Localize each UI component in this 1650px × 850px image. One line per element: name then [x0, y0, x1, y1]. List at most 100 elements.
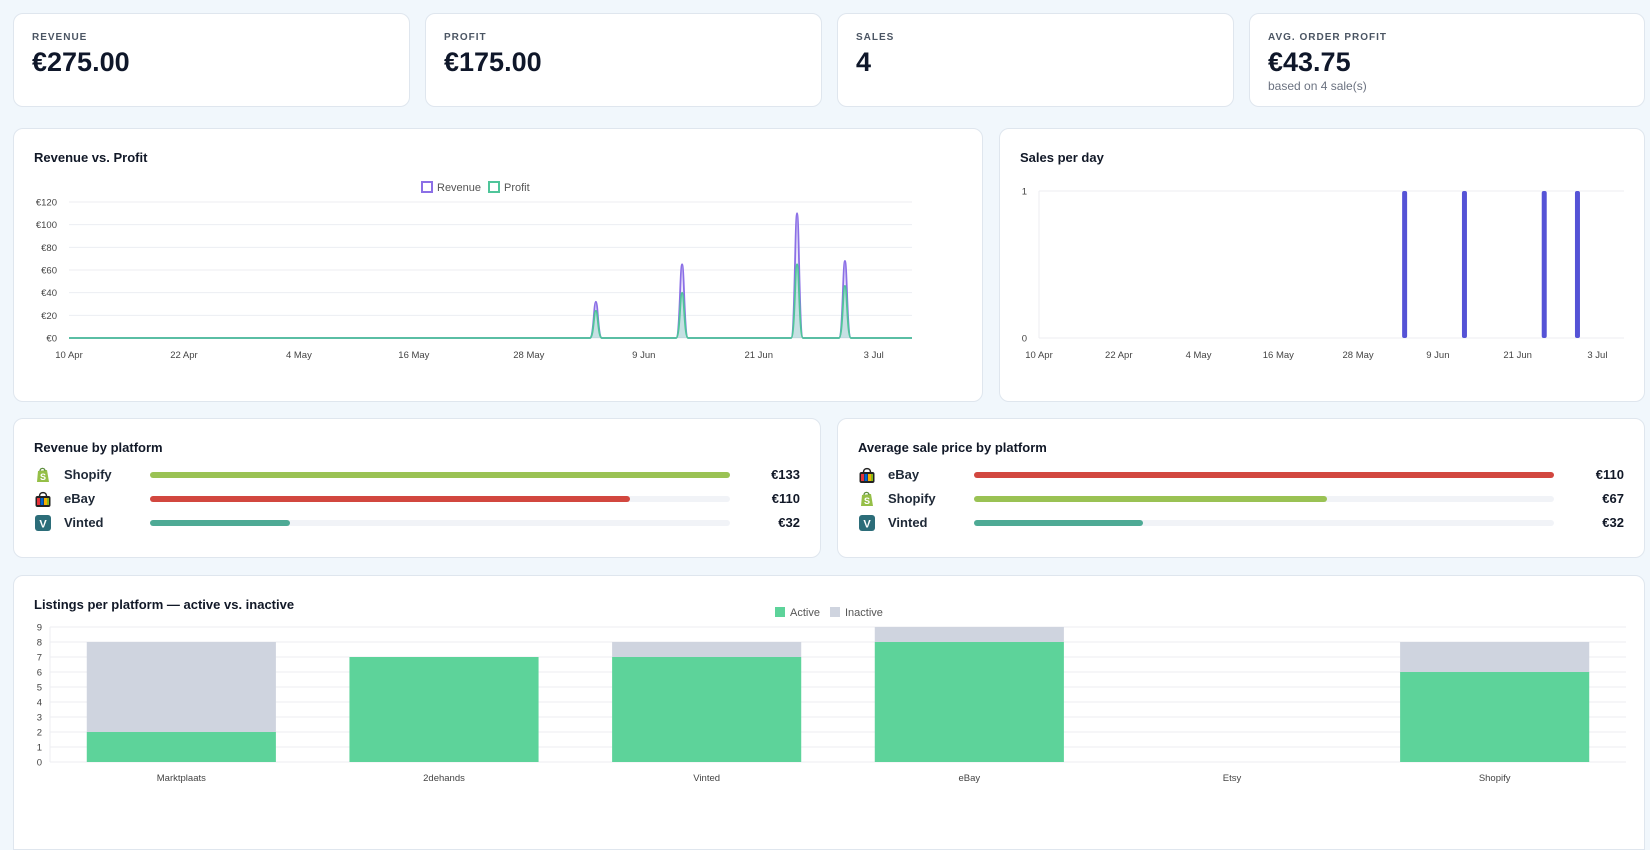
x-tick-label: 16 May [1263, 350, 1294, 361]
card-title: Revenue by platform [34, 440, 163, 455]
y-tick-label: 5 [37, 683, 42, 694]
platform-bar-fill [150, 520, 290, 526]
sales-bar[interactable] [1402, 191, 1408, 338]
y-tick-label: 1 [37, 743, 42, 754]
vinted-icon: V [858, 514, 876, 532]
x-tick-label: 28 May [513, 350, 544, 361]
bar-inactive[interactable] [612, 642, 802, 657]
platform-name: Vinted [64, 515, 104, 530]
x-tick-label: eBay [959, 773, 981, 784]
y-tick-label: 4 [37, 698, 42, 709]
x-tick-label: 21 Jun [744, 350, 773, 361]
bar-inactive[interactable] [86, 642, 276, 732]
y-tick-label: 1 [1022, 187, 1027, 198]
y-tick-label: 0 [37, 758, 42, 769]
y-tick-label: 7 [37, 653, 42, 664]
platform-bar-fill [150, 496, 630, 502]
kpi-card-sales: SALES 4 [837, 13, 1234, 107]
vinted-icon: V [34, 514, 52, 532]
kpi-value: €175.00 [444, 47, 542, 77]
y-tick-label: €20 [41, 311, 57, 322]
card-title: Listings per platform — active vs. inact… [34, 597, 295, 612]
y-tick-label: 6 [37, 668, 42, 679]
platform-row-ebay[interactable]: eBay €110 [858, 464, 1624, 486]
platform-row-vinted[interactable]: V Vinted €32 [34, 512, 800, 534]
x-tick-label: 10 Apr [1025, 350, 1052, 361]
x-tick-label: 3 Jul [1587, 350, 1607, 361]
y-tick-label: €40 [41, 288, 57, 299]
kpi-value: €275.00 [32, 47, 130, 77]
series-line-profit[interactable] [69, 263, 912, 339]
bar-active[interactable] [1400, 672, 1590, 762]
platform-row-ebay[interactable]: eBay €110 [34, 488, 800, 510]
sales-bar[interactable] [1461, 191, 1467, 338]
x-tick-label: 22 Apr [170, 350, 197, 361]
legend-label-active[interactable]: Active [790, 607, 820, 619]
svg-text:V: V [863, 519, 871, 531]
x-tick-label: 22 Apr [1105, 350, 1132, 361]
x-tick-label: 3 Jul [864, 350, 884, 361]
svg-text:S: S [40, 472, 46, 482]
legend-label-revenue[interactable]: Revenue [437, 182, 481, 194]
card-title: Revenue vs. Profit [34, 150, 148, 165]
revenue-by-platform-card: Revenue by platform S Shopify €133 eBay €110… [13, 418, 821, 558]
bar-inactive[interactable] [874, 627, 1064, 642]
y-tick-label: 9 [37, 623, 42, 634]
ebay-icon [34, 490, 52, 508]
x-tick-label: Etsy [1223, 773, 1242, 784]
revenue-profit-card: Revenue vs. Profit Revenue Profit €0 €20 €40… [13, 128, 983, 402]
sales-bar[interactable] [1541, 191, 1547, 338]
platform-bar-track [150, 520, 730, 526]
platform-row-shopify[interactable]: S Shopify €67 [858, 488, 1624, 510]
platform-bar-track [974, 496, 1554, 502]
x-tick-label: 4 May [1186, 350, 1212, 361]
platform-bar-fill [974, 496, 1328, 502]
bar-active[interactable] [86, 732, 276, 762]
card-title: Average sale price by platform [858, 440, 1047, 455]
kpi-value: 4 [856, 47, 872, 77]
x-tick-label: 2dehands [423, 773, 465, 784]
x-tick-label: 4 May [286, 350, 312, 361]
listings-card: Listings per platform — active vs. inact… [13, 575, 1645, 850]
y-tick-label: 3 [37, 713, 42, 724]
platform-bar-fill [974, 520, 1143, 526]
x-tick-label: 28 May [1343, 350, 1374, 361]
legend-label-profit[interactable]: Profit [504, 182, 530, 194]
x-tick-label: Shopify [1479, 773, 1511, 784]
x-tick-label: 9 Jun [1426, 350, 1449, 361]
legend-swatch-profit[interactable] [488, 181, 500, 193]
kpi-card-avg-order-profit: AVG. ORDER PROFIT €43.75 based on 4 sale… [1249, 13, 1645, 107]
kpi-label: REVENUE [32, 32, 88, 43]
shopify-icon: S [34, 466, 52, 484]
legend-swatch-revenue[interactable] [421, 181, 433, 193]
kpi-label: SALES [856, 32, 895, 43]
legend-swatch-inactive[interactable] [830, 607, 840, 617]
bar-active[interactable] [874, 642, 1064, 762]
legend-swatch-active[interactable] [775, 607, 785, 617]
svg-text:S: S [864, 496, 870, 506]
x-tick-label: Vinted [693, 773, 720, 784]
revenue-profit-chart: Revenue Profit €0 €20 €40 €60 €80 €100 €120 10 Ap… [36, 181, 912, 361]
sales-bar[interactable] [1574, 191, 1580, 338]
listings-chart: Active Inactive 0 1 2 3 4 5 6 7 8 9 Marktplaats 2deha… [37, 607, 1626, 784]
platform-row-shopify[interactable]: S Shopify €133 [34, 464, 800, 486]
bar-active[interactable] [349, 657, 539, 762]
platform-value: €32 [778, 515, 800, 530]
bar-inactive[interactable] [1400, 642, 1590, 672]
x-tick-label: Marktplaats [157, 773, 206, 784]
y-tick-label: €80 [41, 243, 57, 254]
kpi-label: AVG. ORDER PROFIT [1268, 32, 1388, 43]
avg-price-by-platform-card: Average sale price by platform eBay €110 S… [837, 418, 1645, 558]
platform-value: €110 [771, 491, 800, 506]
platform-bar-track [150, 472, 730, 478]
platform-bar-fill [974, 472, 1554, 478]
platform-name: eBay [888, 467, 920, 482]
series-line-revenue[interactable] [69, 212, 912, 339]
x-tick-label: 16 May [398, 350, 429, 361]
platform-row-vinted[interactable]: V Vinted €32 [858, 512, 1624, 534]
y-tick-label: €100 [36, 220, 57, 231]
legend-label-inactive[interactable]: Inactive [845, 607, 883, 619]
platform-name: Shopify [64, 467, 112, 482]
bar-active[interactable] [612, 657, 802, 762]
platform-name: Vinted [888, 515, 928, 530]
